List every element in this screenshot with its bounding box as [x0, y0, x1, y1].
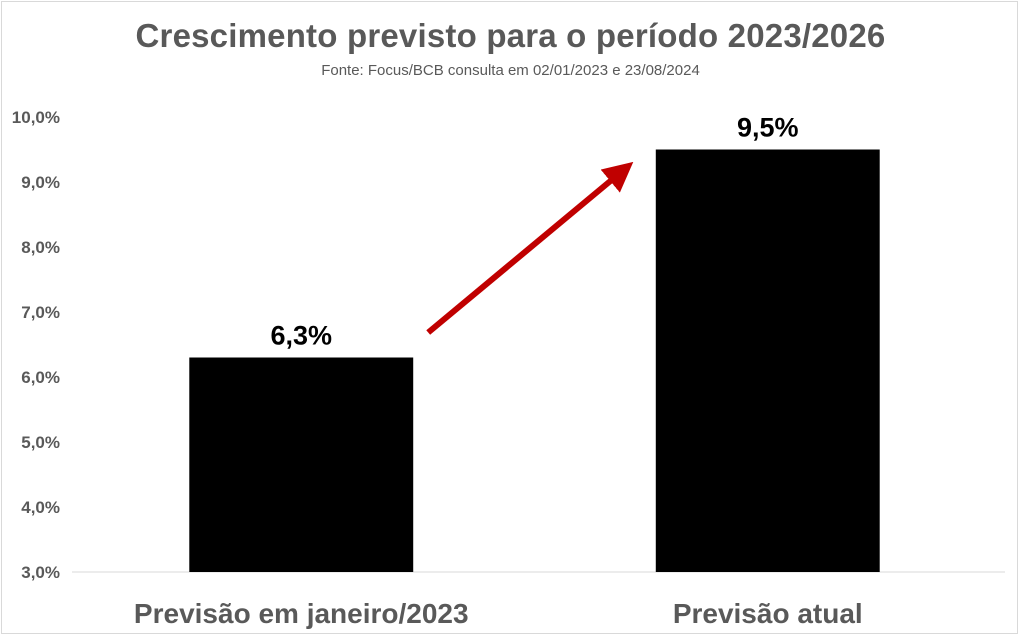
data-label: 9,5%: [737, 113, 799, 143]
y-tick-label: 4,0%: [21, 498, 60, 517]
y-tick-label: 5,0%: [21, 433, 60, 452]
y-tick-label: 9,0%: [21, 173, 60, 192]
bar: [655, 149, 880, 572]
y-tick-label: 3,0%: [21, 563, 60, 582]
bar: [189, 357, 414, 572]
chart-subtitle: Fonte: Focus/BCB consulta em 02/01/2023 …: [321, 62, 700, 79]
y-tick-label: 6,0%: [21, 368, 60, 387]
chart-title: Crescimento previsto para o período 2023…: [135, 17, 886, 54]
data-label: 6,3%: [270, 321, 332, 351]
y-tick-label: 8,0%: [21, 238, 60, 257]
x-tick-label: Previsão atual: [673, 598, 863, 629]
y-tick-label: 7,0%: [21, 303, 60, 322]
x-tick-label: Previsão em janeiro/2023: [134, 598, 469, 629]
y-tick-label: 10,0%: [12, 108, 60, 127]
trend-arrow: [426, 161, 634, 335]
